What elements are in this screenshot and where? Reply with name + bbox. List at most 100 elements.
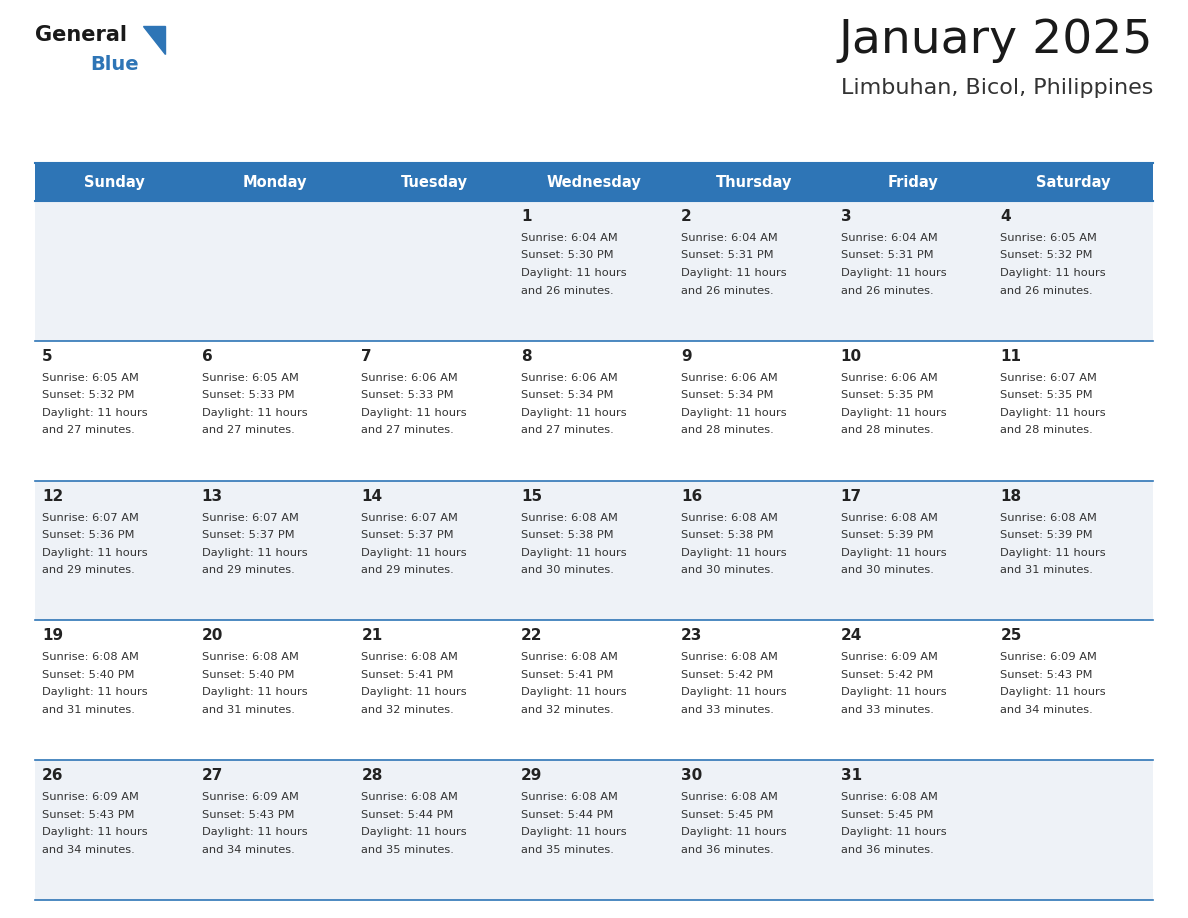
Bar <box>354 621 514 760</box>
Text: Sunrise: 6:05 AM: Sunrise: 6:05 AM <box>42 373 139 383</box>
Text: Sunrise: 6:08 AM: Sunrise: 6:08 AM <box>202 653 298 663</box>
Bar <box>834 201 993 341</box>
Text: 25: 25 <box>1000 629 1022 644</box>
Text: Sunrise: 6:06 AM: Sunrise: 6:06 AM <box>522 373 618 383</box>
Text: and 30 minutes.: and 30 minutes. <box>841 565 934 575</box>
Text: General: General <box>34 25 127 45</box>
Text: Sunset: 5:41 PM: Sunset: 5:41 PM <box>361 670 454 680</box>
Text: and 29 minutes.: and 29 minutes. <box>361 565 454 575</box>
Bar <box>34 341 195 481</box>
Text: 28: 28 <box>361 768 383 783</box>
Text: Sunset: 5:45 PM: Sunset: 5:45 PM <box>681 810 773 820</box>
Text: Sunrise: 6:06 AM: Sunrise: 6:06 AM <box>361 373 459 383</box>
Text: Thursday: Thursday <box>715 174 792 189</box>
Text: and 26 minutes.: and 26 minutes. <box>522 285 614 296</box>
Bar <box>674 341 834 481</box>
Text: Sunset: 5:33 PM: Sunset: 5:33 PM <box>361 390 454 400</box>
Bar <box>993 163 1154 201</box>
Text: Friday: Friday <box>889 174 939 189</box>
Text: and 28 minutes.: and 28 minutes. <box>841 425 934 435</box>
Text: Daylight: 11 hours: Daylight: 11 hours <box>202 408 308 418</box>
Bar <box>195 163 354 201</box>
Text: and 34 minutes.: and 34 minutes. <box>1000 705 1093 715</box>
Text: Sunrise: 6:08 AM: Sunrise: 6:08 AM <box>361 653 459 663</box>
Text: 1: 1 <box>522 209 532 224</box>
Text: and 26 minutes.: and 26 minutes. <box>841 285 934 296</box>
Bar <box>834 760 993 900</box>
Text: Sunrise: 6:07 AM: Sunrise: 6:07 AM <box>42 512 139 522</box>
Text: Sunrise: 6:08 AM: Sunrise: 6:08 AM <box>522 653 618 663</box>
Text: 15: 15 <box>522 488 542 504</box>
Bar <box>993 621 1154 760</box>
Bar <box>354 163 514 201</box>
Bar <box>34 621 195 760</box>
Text: 14: 14 <box>361 488 383 504</box>
Bar <box>354 760 514 900</box>
Text: Sunrise: 6:04 AM: Sunrise: 6:04 AM <box>841 233 937 243</box>
Text: Sunrise: 6:07 AM: Sunrise: 6:07 AM <box>1000 373 1098 383</box>
Polygon shape <box>143 26 165 54</box>
Text: Tuesday: Tuesday <box>400 174 468 189</box>
Text: Sunrise: 6:04 AM: Sunrise: 6:04 AM <box>522 233 618 243</box>
Text: Daylight: 11 hours: Daylight: 11 hours <box>202 827 308 837</box>
Text: and 26 minutes.: and 26 minutes. <box>1000 285 1093 296</box>
Text: Sunset: 5:32 PM: Sunset: 5:32 PM <box>1000 251 1093 261</box>
Text: 3: 3 <box>841 209 851 224</box>
Text: Daylight: 11 hours: Daylight: 11 hours <box>681 408 786 418</box>
Text: Sunset: 5:38 PM: Sunset: 5:38 PM <box>522 530 614 540</box>
Text: Sunset: 5:43 PM: Sunset: 5:43 PM <box>42 810 134 820</box>
Text: and 32 minutes.: and 32 minutes. <box>522 705 614 715</box>
Text: Daylight: 11 hours: Daylight: 11 hours <box>841 688 946 698</box>
Text: Sunset: 5:30 PM: Sunset: 5:30 PM <box>522 251 614 261</box>
Text: Daylight: 11 hours: Daylight: 11 hours <box>42 548 147 557</box>
Text: Monday: Monday <box>242 174 307 189</box>
Text: and 30 minutes.: and 30 minutes. <box>681 565 773 575</box>
Text: Sunset: 5:41 PM: Sunset: 5:41 PM <box>522 670 614 680</box>
Text: Daylight: 11 hours: Daylight: 11 hours <box>841 548 946 557</box>
Text: 12: 12 <box>42 488 63 504</box>
Text: Sunset: 5:37 PM: Sunset: 5:37 PM <box>202 530 295 540</box>
Text: Sunrise: 6:08 AM: Sunrise: 6:08 AM <box>681 792 778 802</box>
Text: 24: 24 <box>841 629 862 644</box>
Text: Sunset: 5:38 PM: Sunset: 5:38 PM <box>681 530 773 540</box>
Text: Sunset: 5:39 PM: Sunset: 5:39 PM <box>841 530 934 540</box>
Text: Limbuhan, Bicol, Philippines: Limbuhan, Bicol, Philippines <box>841 78 1154 98</box>
Text: Sunset: 5:33 PM: Sunset: 5:33 PM <box>202 390 295 400</box>
Bar <box>514 201 674 341</box>
Text: Sunrise: 6:06 AM: Sunrise: 6:06 AM <box>681 373 778 383</box>
Text: and 35 minutes.: and 35 minutes. <box>522 845 614 855</box>
Text: and 34 minutes.: and 34 minutes. <box>202 845 295 855</box>
Text: Daylight: 11 hours: Daylight: 11 hours <box>1000 548 1106 557</box>
Text: Daylight: 11 hours: Daylight: 11 hours <box>522 268 627 278</box>
Text: Sunset: 5:37 PM: Sunset: 5:37 PM <box>361 530 454 540</box>
Text: and 26 minutes.: and 26 minutes. <box>681 285 773 296</box>
Text: Sunrise: 6:08 AM: Sunrise: 6:08 AM <box>841 512 937 522</box>
Text: 23: 23 <box>681 629 702 644</box>
Bar <box>674 163 834 201</box>
Text: Daylight: 11 hours: Daylight: 11 hours <box>202 548 308 557</box>
Text: 9: 9 <box>681 349 691 364</box>
Text: and 28 minutes.: and 28 minutes. <box>1000 425 1093 435</box>
Text: 21: 21 <box>361 629 383 644</box>
Text: Sunrise: 6:07 AM: Sunrise: 6:07 AM <box>202 512 298 522</box>
Text: 6: 6 <box>202 349 213 364</box>
Text: Daylight: 11 hours: Daylight: 11 hours <box>202 688 308 698</box>
Bar <box>514 481 674 621</box>
Text: and 36 minutes.: and 36 minutes. <box>841 845 934 855</box>
Text: and 31 minutes.: and 31 minutes. <box>1000 565 1093 575</box>
Bar <box>834 481 993 621</box>
Text: 29: 29 <box>522 768 543 783</box>
Text: and 31 minutes.: and 31 minutes. <box>42 705 135 715</box>
Text: 22: 22 <box>522 629 543 644</box>
Text: 4: 4 <box>1000 209 1011 224</box>
Text: Daylight: 11 hours: Daylight: 11 hours <box>42 827 147 837</box>
Text: Daylight: 11 hours: Daylight: 11 hours <box>361 408 467 418</box>
Bar <box>993 481 1154 621</box>
Text: and 31 minutes.: and 31 minutes. <box>202 705 295 715</box>
Text: and 27 minutes.: and 27 minutes. <box>361 425 454 435</box>
Text: Sunset: 5:42 PM: Sunset: 5:42 PM <box>841 670 933 680</box>
Text: January 2025: January 2025 <box>839 18 1154 63</box>
Text: 16: 16 <box>681 488 702 504</box>
Text: Sunrise: 6:08 AM: Sunrise: 6:08 AM <box>681 512 778 522</box>
Text: Sunset: 5:40 PM: Sunset: 5:40 PM <box>42 670 134 680</box>
